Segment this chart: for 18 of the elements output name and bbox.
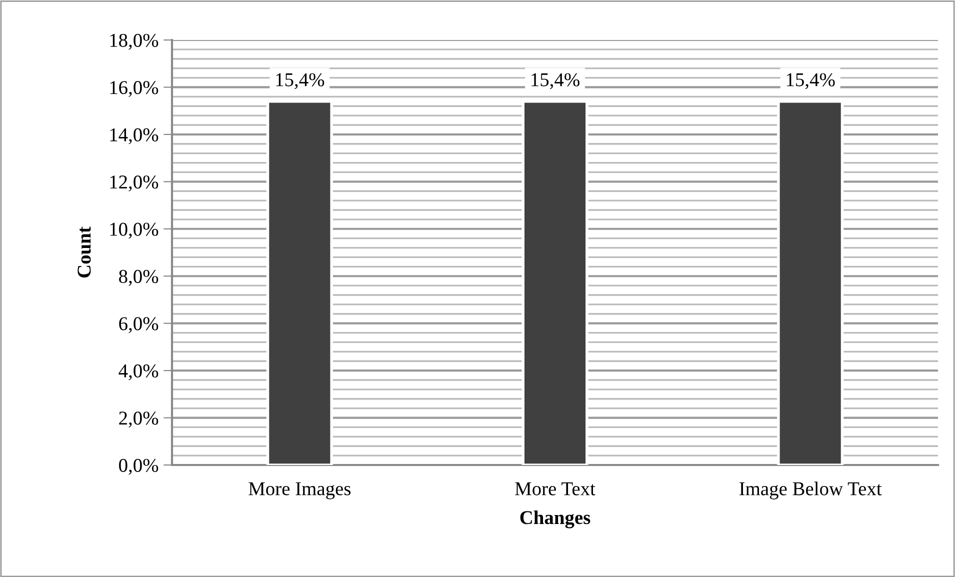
data-label: 15,4% bbox=[276, 73, 324, 90]
y-tick-label: 12,0% bbox=[110, 175, 158, 192]
y-tick-label: 2,0% bbox=[119, 412, 158, 428]
y-tick-label: 16,0% bbox=[110, 81, 158, 97]
x-axis-title: Changes bbox=[520, 510, 590, 528]
y-tick-label: 14,0% bbox=[110, 128, 158, 144]
x-tick-label: More Images bbox=[248, 482, 351, 500]
y-tick-label: 4,0% bbox=[118, 364, 158, 380]
y-tick-label: 18,0% bbox=[110, 34, 158, 50]
y-tick-label: 8,0% bbox=[119, 270, 158, 286]
y-tick-label: 10,0% bbox=[110, 222, 158, 239]
x-tick-label: Image Below Text bbox=[740, 482, 882, 500]
x-tick-label: More Text bbox=[515, 482, 596, 496]
y-axis-title: Count bbox=[78, 226, 91, 278]
y-tick-label: 0,0% bbox=[119, 458, 158, 475]
y-tick-label: 6,0% bbox=[119, 317, 158, 334]
data-label: 15,4% bbox=[786, 73, 835, 90]
data-label: 15,4% bbox=[532, 73, 580, 90]
